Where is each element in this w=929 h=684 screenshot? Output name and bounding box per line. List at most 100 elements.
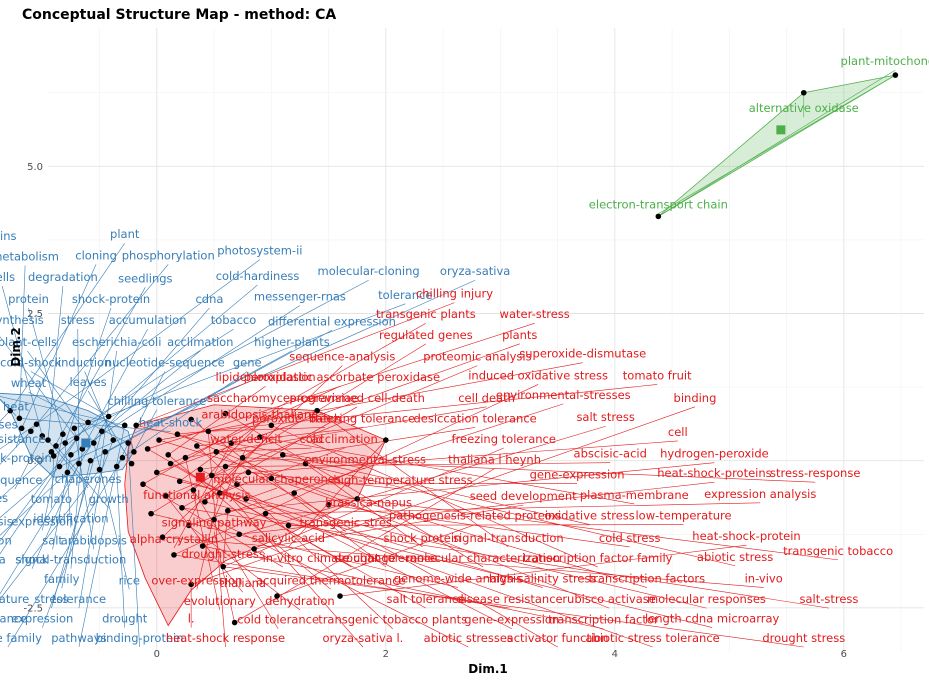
point-label: induced oxidative stress [468,368,608,382]
label-segment [265,502,761,514]
point-label: molecular responses [647,592,766,606]
point-label: abiotic stress tolerance [585,631,719,645]
point-label: in-vitro [263,551,303,565]
label-segment [147,322,535,450]
point-label: programmed cell-death [289,391,424,405]
label-segment [242,457,816,483]
point-label: sequence [0,473,43,487]
point-label: activator function [507,631,609,645]
label-segment [305,463,423,548]
data-point [140,481,146,488]
point-label: chaperones [55,472,122,486]
data-point [194,443,200,449]
point-label: shock [15,553,49,567]
label-segment [51,287,146,452]
label-segment [142,322,427,485]
label-segment [41,434,64,531]
point-label: heat [3,400,29,414]
point-label: signaling pathway [162,516,267,530]
label-segment [0,336,77,439]
point-label: higher-plants [254,335,330,349]
label-segment [64,442,72,528]
label-segment [28,391,129,444]
point-label: chilling injury [416,287,493,301]
point-label: proteomic analysis [423,350,531,364]
point-label: cold-shock [0,355,62,369]
x-tick-label: 2 [383,649,389,660]
point-label: differential expression [268,314,396,328]
label-segment [78,425,126,648]
point-label: molecular characterization [406,551,560,565]
point-label: tomato [31,492,72,506]
point-label: apoptosis [0,514,13,528]
point-label: abiotic stress [697,550,773,564]
label-segment [127,443,140,648]
point-label: transgenic tobacco plants [318,613,467,627]
point-label: thermotolerance [0,612,27,626]
y-axis-title: Dim.2 [9,327,23,367]
data-point [171,552,177,558]
data-point [291,490,297,496]
label-segment [225,462,611,467]
label-segment [133,409,158,452]
point-label: oxidative stress [544,509,634,523]
data-point [222,410,229,417]
point-label: drought tolerance [334,551,437,565]
point-label: protein [8,292,49,306]
point-label: expression [11,514,73,528]
point-label: heat-shock [139,416,203,430]
data-point [179,504,185,511]
point-label: drought [102,612,148,626]
point-label: transcription factors [589,572,705,586]
data-point [190,487,197,493]
point-label: salt stress [576,410,634,424]
label-segment [116,371,166,467]
label-segment [658,69,896,217]
point-label: heat-shock response [166,631,285,645]
label-segment [147,448,352,568]
cluster-centroids [81,125,786,482]
label-segment [185,457,221,610]
label-segment [0,416,109,595]
data-point [236,531,243,538]
point-label: photosystem-ii [217,244,302,258]
point-label: salt tolerance [387,592,466,606]
point-label: cold-hardiness [216,269,300,283]
label-segment [225,413,484,568]
data-point [174,431,181,437]
label-segment [14,435,43,490]
point-label: transgenic plants [376,307,476,321]
point-label: salt-stress [799,592,858,606]
centroid-marker-3 [776,125,786,135]
centroid-marker-1 [81,438,91,448]
data-point [182,454,189,461]
point-label: signal-transduction [453,531,564,545]
label-segment [179,480,707,609]
y-tick-label: 2.5 [27,309,43,320]
point-label: oryza-sativa [440,264,510,278]
label-segment [213,531,235,623]
data-point [231,619,238,626]
label-segment [271,425,598,568]
point-label: cold stress [599,531,661,545]
point-label: peroxide [252,411,302,425]
label-segment [231,442,366,469]
point-label: alternative oxidase [749,101,859,115]
data-point [274,593,280,599]
label-segment [0,466,60,518]
centroid-marker-2 [195,472,205,482]
label-segment [276,524,476,597]
point-label: signal-transduction [16,553,127,567]
point-label: escherichia-coli [72,335,161,349]
point-label: lipid-peroxidation [215,370,315,384]
label-segment [84,371,114,441]
label-segment [15,428,22,449]
label-segment [357,498,839,561]
data-point [68,451,74,458]
label-segment [213,519,469,648]
label-segment [193,489,279,629]
data-point [45,437,51,443]
data-point [163,493,169,499]
label-segment [87,390,132,464]
point-label: tomato fruit [623,368,692,382]
